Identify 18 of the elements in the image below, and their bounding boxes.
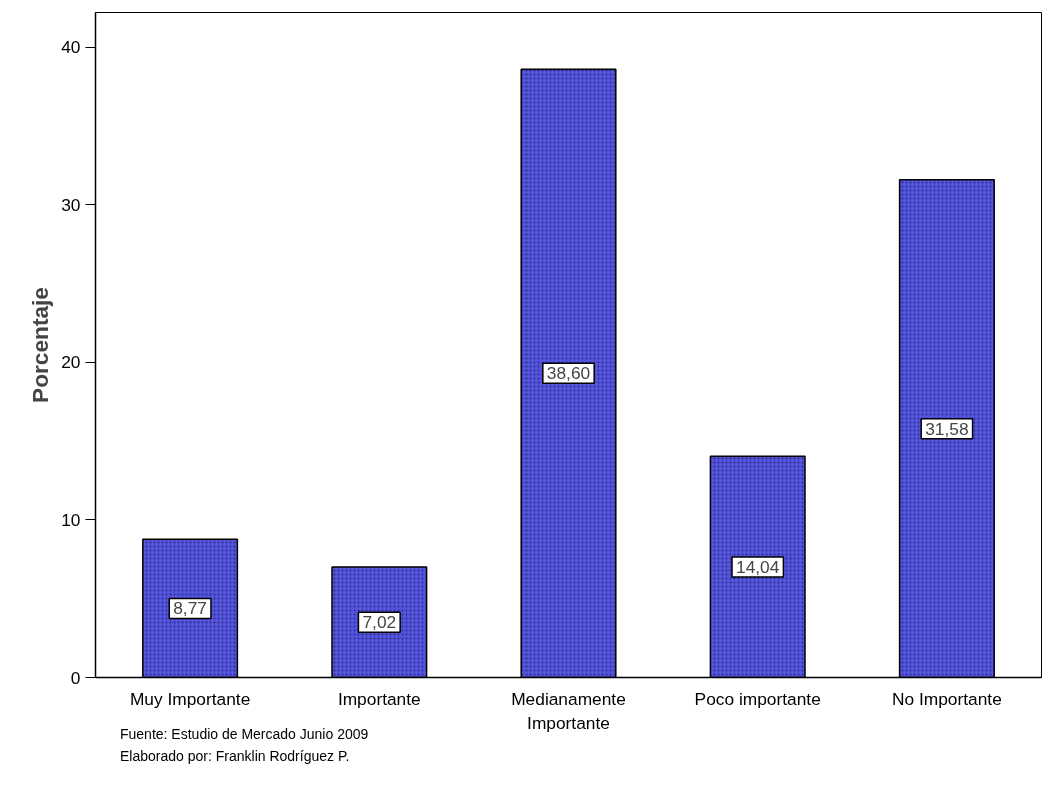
- y-tick-label: 10: [61, 509, 81, 530]
- x-tick-label: Medianamente Importante: [511, 688, 626, 733]
- y-tick-label: 20: [61, 352, 81, 373]
- data-label: 38,60: [546, 363, 591, 384]
- x-tick-label: Importante: [337, 688, 421, 709]
- source-note: Fuente: Estudio de Mercado Junio 2009: [120, 726, 369, 742]
- data-label: 31,58: [925, 418, 969, 439]
- y-tick-label: 30: [61, 194, 81, 215]
- data-label: 8,77: [173, 598, 207, 619]
- x-tick-label: No Importante: [892, 688, 1002, 709]
- y-tick-label: 40: [61, 37, 81, 58]
- data-label: 14,04: [736, 556, 780, 577]
- y-axis-title: Porcentaje: [27, 287, 54, 403]
- text: Elaborado por: Franklin Rodríguez P.: [120, 748, 350, 765]
- data-label: 7,02: [362, 612, 397, 633]
- x-tick-label: Muy Importante: [129, 688, 251, 709]
- y-tick-label: 0: [70, 667, 81, 688]
- x-tick-label: Poco importante: [694, 688, 821, 709]
